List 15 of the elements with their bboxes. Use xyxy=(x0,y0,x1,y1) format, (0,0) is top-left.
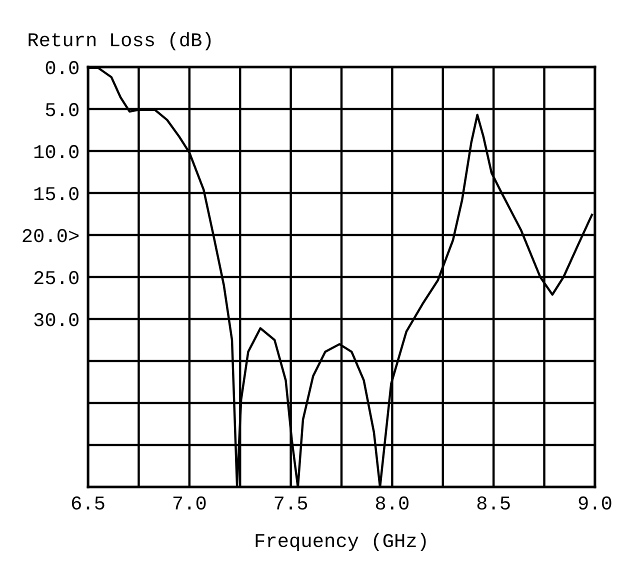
x-tick-label: 7.0 xyxy=(173,496,206,510)
y-tick-label: 20.0> xyxy=(22,229,79,242)
y-tick-label: 30.0 xyxy=(34,313,78,326)
y-tick-label: 5.0 xyxy=(46,103,78,116)
x-tick-label: 7.5 xyxy=(274,496,308,510)
y-tick-label: 15.0 xyxy=(34,187,78,200)
x-tick-label: 9.0 xyxy=(578,496,612,510)
x-tick-label: 8.0 xyxy=(376,496,408,510)
y-tick-label: 10.0 xyxy=(34,145,78,158)
y-axis-title: Return Loss (dB) xyxy=(28,32,211,50)
x-tick-label: 8.5 xyxy=(477,496,510,510)
y-tick-label: 0.0 xyxy=(46,61,78,74)
x-axis-title: Frequency (GHz) xyxy=(256,532,426,552)
x-tick-label: 6.5 xyxy=(72,496,104,510)
y-tick-label: 25.0 xyxy=(34,271,78,284)
